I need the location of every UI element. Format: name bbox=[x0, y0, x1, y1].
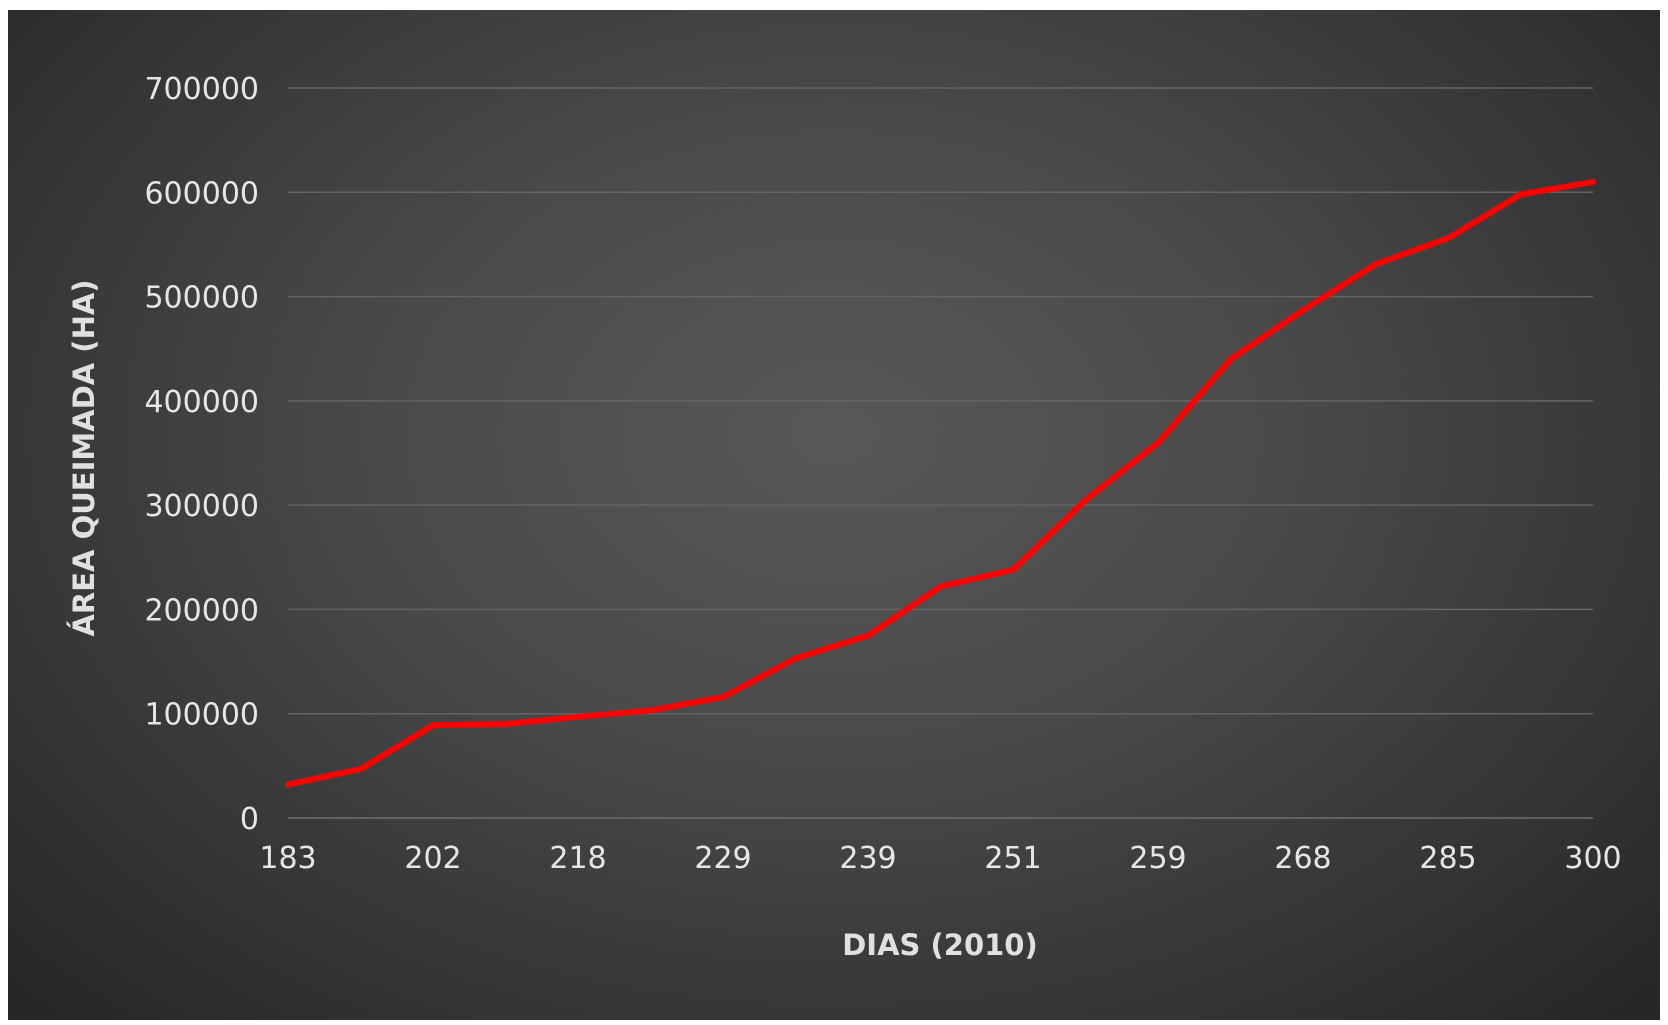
line-chart: 0 100000 200000 300000 400000 500000 600000 700… bbox=[67, 72, 1622, 962]
y-tick-label: 400000 bbox=[144, 385, 259, 420]
x-tick-label: 285 bbox=[1419, 841, 1476, 876]
y-axis-ticks: 0 100000 200000 300000 400000 500000 600000 700… bbox=[144, 72, 259, 837]
x-tick-label: 268 bbox=[1274, 841, 1331, 876]
y-tick-label: 600000 bbox=[144, 176, 259, 211]
y-tick-label: 100000 bbox=[144, 698, 259, 733]
x-tick-label: 300 bbox=[1564, 841, 1621, 876]
y-axis-title: ÁREA QUEIMADA (HA) bbox=[67, 279, 101, 636]
x-tick-label: 251 bbox=[984, 841, 1041, 876]
x-tick-label: 259 bbox=[1129, 841, 1186, 876]
x-tick-label: 202 bbox=[404, 841, 461, 876]
series-line bbox=[285, 178, 1596, 788]
grid-lines bbox=[288, 87, 1593, 819]
y-tick-label: 500000 bbox=[144, 281, 259, 316]
x-tick-label: 229 bbox=[694, 841, 751, 876]
x-tick-label: 218 bbox=[549, 841, 606, 876]
x-tick-label: 239 bbox=[839, 841, 896, 876]
y-tick-label: 200000 bbox=[144, 593, 259, 628]
series-group bbox=[285, 178, 1596, 788]
y-tick-label: 700000 bbox=[144, 72, 259, 107]
x-tick-label: 183 bbox=[259, 841, 316, 876]
chart-panel: 0 100000 200000 300000 400000 500000 600000 700… bbox=[8, 10, 1660, 1020]
x-axis-ticks: 183 202 218 229 239 251 259 268 285 300 bbox=[259, 841, 1621, 876]
x-axis-title: DIAS (2010) bbox=[842, 928, 1038, 962]
y-tick-label: 300000 bbox=[144, 489, 259, 524]
y-tick-label: 0 bbox=[240, 802, 259, 837]
